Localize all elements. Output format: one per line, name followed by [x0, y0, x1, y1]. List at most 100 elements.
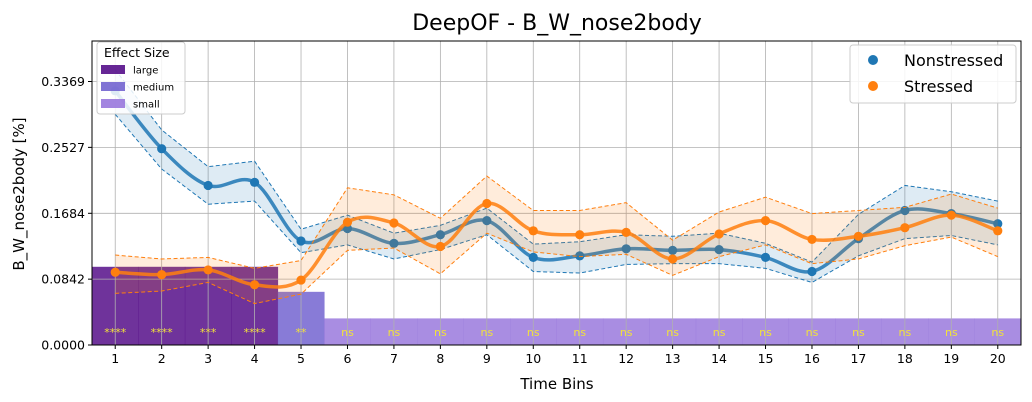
x-tick-label-19: 19	[943, 351, 959, 366]
significance-label-bin-15: ns	[759, 326, 772, 339]
effect-label-medium: medium	[133, 83, 174, 94]
effect-label-large: large	[133, 66, 158, 77]
data-point-nonstressed-20	[993, 219, 1003, 229]
ci-band-stressed	[115, 176, 998, 304]
data-point-stressed-12	[621, 227, 631, 237]
series-stressed	[110, 175, 1003, 305]
effect-legend-title: Effect Size	[104, 45, 170, 60]
significance-label-bin-10: ns	[527, 326, 540, 339]
legend-marker-nonstressed	[868, 55, 878, 65]
significance-labels: **** **** *** **** ** ns ns ns ns ns ns ns ns ns ns ns n…	[104, 326, 1004, 339]
data-point-nonstressed-7	[389, 238, 399, 248]
significance-label-bin-2: ****	[151, 326, 174, 339]
data-point-stressed-6	[342, 217, 353, 227]
x-tick-label-15: 15	[758, 351, 774, 366]
legend-label-nonstressed: Nonstressed	[904, 51, 1003, 70]
data-point-nonstressed-13	[668, 245, 678, 255]
significance-label-bin-4: ****	[244, 326, 267, 339]
x-tick-label-11: 11	[572, 351, 588, 366]
x-tick-label-4: 4	[251, 351, 259, 366]
significance-label-bin-13: ns	[666, 326, 679, 339]
x-tick-label-20: 20	[990, 351, 1006, 366]
x-tick-label-6: 6	[343, 351, 351, 366]
data-point-stressed-2	[157, 270, 167, 280]
significance-label-bin-9: ns	[480, 326, 493, 339]
y-tick-label: 0.1684	[41, 206, 85, 221]
x-tick-label-5: 5	[297, 351, 305, 366]
data-point-stressed-19	[946, 210, 956, 220]
x-tick-label-17: 17	[850, 351, 866, 366]
y-tick-label: 0.3369	[41, 74, 85, 89]
data-point-nonstressed-11	[575, 251, 585, 261]
data-point-stressed-17	[853, 231, 864, 241]
x-tick-label-3: 3	[204, 351, 212, 366]
axis-ticks: 1 2 3 4 5 6 7 8 9 10 11 12 13 14 15 16 17 18 19 200.00000.0…	[41, 74, 1006, 366]
data-point-stressed-18	[900, 223, 910, 233]
x-tick-label-10: 10	[525, 351, 541, 366]
data-point-nonstressed-14	[714, 244, 724, 255]
x-axis-label: Time Bins	[519, 375, 593, 393]
data-point-nonstressed-2	[157, 144, 167, 154]
significance-label-bin-11: ns	[573, 326, 586, 339]
ci-lower-nonstressed	[114, 113, 998, 283]
y-tick-label: 0.0000	[41, 338, 85, 353]
data-point-stressed-4	[249, 280, 260, 290]
data-point-nonstressed-12	[621, 244, 631, 254]
data-point-nonstressed-3	[203, 180, 213, 191]
significance-label-bin-3: ***	[200, 326, 217, 339]
y-tick-label: 0.2527	[41, 140, 85, 155]
ci-upper-stressed	[115, 175, 998, 269]
significance-label-bin-18: ns	[899, 326, 912, 339]
y-axis-label: B_W_nose2body [%]	[10, 117, 29, 270]
data-point-stressed-7	[389, 218, 399, 228]
significance-label-bin-17: ns	[852, 326, 865, 339]
legend-label-stressed: Stressed	[904, 77, 973, 96]
data-point-nonstressed-18	[900, 205, 910, 216]
effect-size-legend: Effect Size large medium small	[96, 41, 186, 115]
effect-swatch-large	[101, 65, 125, 74]
data-point-stressed-10	[528, 226, 538, 236]
data-point-nonstressed-9	[482, 216, 492, 226]
data-point-nonstressed-15	[760, 252, 771, 263]
ci-upper-nonstressed	[114, 69, 998, 263]
series-legend: Nonstressed Stressed	[849, 44, 1017, 104]
legend-marker-stressed	[868, 81, 878, 91]
data-point-stressed-11	[575, 230, 585, 240]
x-tick-label-16: 16	[804, 351, 820, 366]
significance-label-bin-5: **	[296, 326, 308, 339]
x-tick-label-1: 1	[111, 351, 119, 366]
axes-frame	[91, 40, 1022, 346]
y-tick-label: 0.0842	[41, 272, 85, 287]
x-tick-label-2: 2	[158, 351, 166, 366]
data-point-nonstressed-4	[249, 177, 260, 187]
data-point-stressed-1	[110, 267, 120, 277]
chart-title: DeepOF - B_W_nose2body	[412, 11, 702, 36]
significance-label-bin-16: ns	[806, 326, 819, 339]
effect-legend-box	[96, 41, 186, 115]
data-point-nonstressed-8	[435, 230, 445, 240]
effect-swatch-medium	[101, 82, 125, 91]
data-point-stressed-8	[435, 241, 445, 252]
data-point-stressed-3	[203, 265, 213, 275]
plot-area: **** **** *** **** ** ns ns ns ns ns ns ns ns ns ns ns n…	[41, 40, 1022, 366]
ci-lower-stressed	[115, 232, 998, 305]
data-point-nonstressed-10	[528, 252, 538, 263]
data-point-stressed-15	[760, 216, 771, 226]
data-point-stressed-14	[714, 229, 724, 239]
x-tick-label-13: 13	[665, 351, 681, 366]
data-point-stressed-5	[296, 275, 306, 285]
significance-label-bin-7: ns	[388, 326, 401, 339]
significance-label-bin-8: ns	[434, 326, 447, 339]
x-tick-label-8: 8	[436, 351, 444, 366]
x-tick-label-14: 14	[711, 351, 727, 366]
significance-label-bin-12: ns	[620, 326, 633, 339]
data-point-nonstressed-5	[296, 236, 306, 246]
x-tick-label-12: 12	[618, 351, 634, 366]
significance-label-bin-6: ns	[341, 326, 354, 339]
significance-label-bin-14: ns	[713, 326, 726, 339]
significance-label-bin-1: ****	[104, 326, 127, 339]
data-point-stressed-13	[668, 254, 678, 264]
data-point-nonstressed-16	[807, 266, 817, 277]
